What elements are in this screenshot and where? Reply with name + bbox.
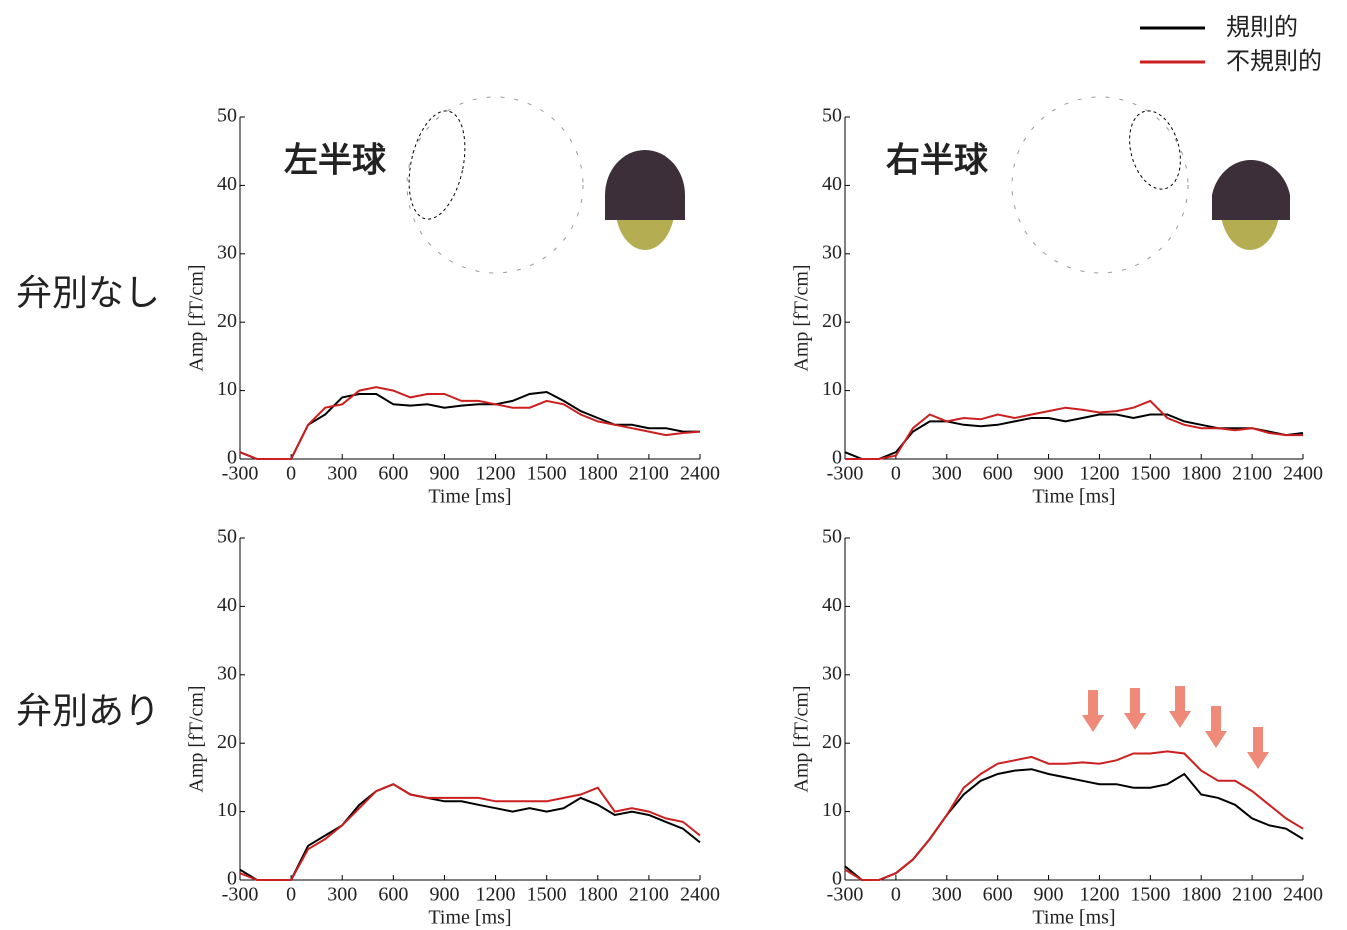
y-tick-label: 20 [822,731,842,753]
x-tick-label: 300 [327,884,357,906]
y-tick-label: 50 [822,526,842,548]
y-tick-label: 50 [217,105,237,127]
x-tick-label: -300 [827,463,864,485]
x-tick-label: 2100 [1232,884,1272,906]
x-tick-label: 1200 [476,463,516,485]
y-tick-label: 40 [822,594,842,616]
x-tick-label: 1800 [578,884,618,906]
x-tick-label: 1800 [578,463,618,485]
series-line [240,784,700,880]
x-tick-label: 0 [891,884,901,906]
y-axis-label: Amp [fT/cm] [791,264,813,371]
y-tick-label: 30 [217,662,237,684]
y-axis-label: Amp [fT/cm] [186,685,208,792]
x-tick-label: 2100 [629,884,669,906]
y-tick-label: 30 [217,241,237,263]
x-tick-label: 1500 [527,463,567,485]
y-tick-label: 10 [217,378,237,400]
x-tick-label: 300 [932,884,962,906]
series-line [845,751,1303,880]
x-tick-label: -300 [222,884,259,906]
x-tick-label: 600 [378,463,408,485]
y-tick-label: 20 [822,310,842,332]
x-tick-label: 900 [429,884,459,906]
x-tick-label: 1200 [1079,884,1119,906]
y-tick-label: 10 [822,799,842,821]
y-tick-label: 20 [217,731,237,753]
x-tick-label: 1500 [527,884,567,906]
x-axis-label: Time [ms] [1032,907,1115,929]
x-tick-label: 1800 [1181,884,1221,906]
y-tick-label: 20 [217,310,237,332]
x-axis-label: Time [ms] [1032,486,1115,508]
x-tick-label: 2400 [1283,884,1323,906]
legend-label: 規則的 [1226,13,1298,41]
legend-label: 不規則的 [1226,47,1322,75]
series-line [845,769,1303,880]
x-tick-label: 0 [286,884,296,906]
x-tick-label: 2400 [1283,463,1323,485]
x-tick-label: 1800 [1181,463,1221,485]
series-line [240,387,700,459]
y-tick-label: 40 [217,173,237,195]
x-tick-label: 1200 [1079,463,1119,485]
y-tick-label: 10 [217,799,237,821]
x-axis-label: Time [ms] [428,486,511,508]
hemisphere-label: 左半球 [284,141,387,181]
x-tick-label: 600 [983,463,1013,485]
series-line [845,415,1303,460]
hemisphere-label: 右半球 [886,141,989,181]
x-tick-label: 900 [429,463,459,485]
series-line [240,392,700,459]
x-tick-label: 1500 [1130,884,1170,906]
x-tick-label: 300 [932,463,962,485]
figure: 規則的 不規則的 弁別なし 弁別あり 01020304050-300030060… [0,0,1347,930]
y-tick-label: 10 [822,378,842,400]
x-tick-label: 2100 [629,463,669,485]
y-tick-label: 50 [822,105,842,127]
x-tick-label: 2100 [1232,463,1272,485]
x-axis-label: Time [ms] [428,907,511,929]
y-axis-label: Amp [fT/cm] [186,264,208,371]
x-tick-label: 900 [1034,463,1064,485]
x-tick-label: 2400 [680,463,720,485]
x-tick-label: 1500 [1130,463,1170,485]
y-tick-label: 40 [217,594,237,616]
y-tick-label: 30 [822,662,842,684]
x-tick-label: 300 [327,463,357,485]
x-tick-label: -300 [222,463,259,485]
x-tick-label: 0 [286,463,296,485]
row-label: 弁別あり [16,691,160,732]
y-axis-label: Amp [fT/cm] [791,685,813,792]
x-tick-label: 900 [1034,884,1064,906]
arrow [1082,686,1269,769]
x-tick-label: -300 [827,884,864,906]
y-tick-label: 30 [822,241,842,263]
x-tick-label: 600 [378,884,408,906]
row-label: 弁別なし [16,273,160,314]
sensor-map [400,97,1188,273]
x-tick-label: 0 [891,463,901,485]
y-tick-label: 50 [217,526,237,548]
x-tick-label: 2400 [680,884,720,906]
y-tick-label: 40 [822,173,842,195]
x-tick-label: 1200 [476,884,516,906]
x-tick-label: 600 [983,884,1013,906]
